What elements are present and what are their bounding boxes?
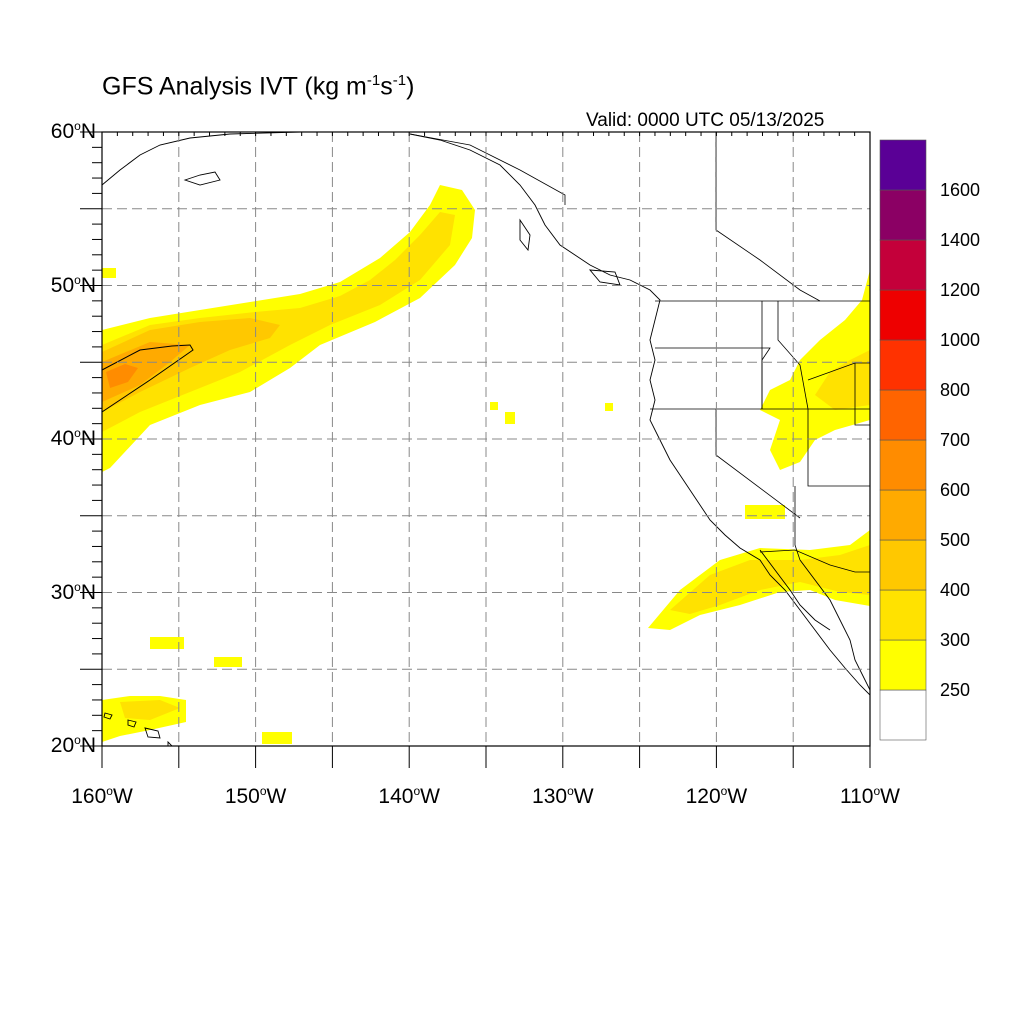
baja-coast <box>759 549 831 631</box>
colorbar-swatch <box>879 339 927 391</box>
latitude-label: 50oN <box>50 272 96 297</box>
ivt-patch <box>605 403 613 411</box>
ivt-patch <box>214 657 242 667</box>
longitude-label: 130oW <box>532 784 594 808</box>
latitude-label: 30oN <box>50 579 96 604</box>
valid-time: Valid: 0000 UTC 05/13/2025 <box>586 110 825 131</box>
ivt-interior-250 <box>760 270 870 470</box>
colorbar-swatch <box>879 439 927 491</box>
alaska-canada-border <box>409 133 566 205</box>
ivt-contour <box>102 344 194 413</box>
longitude-label: 140oW <box>378 784 440 808</box>
ivt-plume-300 <box>670 545 870 614</box>
washington-oregon-border <box>655 347 771 409</box>
longitude-label: 150oW <box>224 784 287 808</box>
latitude-label: 20oN <box>50 733 96 757</box>
ivt-patch <box>262 732 292 744</box>
colorbar-swatch <box>879 489 927 541</box>
longitude-label: 160oW <box>71 784 133 808</box>
colorbar-swatch <box>879 289 927 341</box>
colorbar-label: 300 <box>940 630 971 650</box>
colorbar-swatch <box>879 189 927 241</box>
colorbar-swatch <box>879 689 927 741</box>
ivt-interior-300 <box>815 350 870 410</box>
islands-bc <box>519 218 621 286</box>
colorbar-label: 500 <box>940 530 971 550</box>
mexico-coast <box>799 559 870 691</box>
wyoming-border <box>807 362 870 426</box>
colorbar-label: 1600 <box>940 180 981 200</box>
ivt-band-300 <box>102 212 455 432</box>
utah-border <box>807 409 870 487</box>
colorbar-label: 1200 <box>940 280 981 300</box>
colorbar-label: 700 <box>940 430 971 450</box>
ivt-band-600 <box>106 364 138 388</box>
ivt-band-500 <box>102 342 190 402</box>
colorbar <box>879 139 927 741</box>
alaska-coast-islands <box>183 171 221 186</box>
colorbar-swatch <box>879 139 927 191</box>
us-mexico-border <box>759 549 870 573</box>
colorbar-label: 250 <box>940 680 971 700</box>
idaho-border <box>761 301 809 410</box>
hawaii-islands <box>103 712 173 746</box>
ivt-patch <box>102 268 116 278</box>
alaska-coast <box>102 132 301 186</box>
colorbar-label: 800 <box>940 380 971 400</box>
ivt-patch <box>490 402 498 410</box>
colorbar-swatch <box>879 539 927 591</box>
colorbar-label: 600 <box>940 480 971 500</box>
axis-ticks <box>80 131 871 768</box>
colorbar-label: 400 <box>940 580 971 600</box>
ivt-patch <box>150 637 184 649</box>
ivt-field <box>102 185 870 744</box>
map-title: GFS Analysis IVT (kg m-1s-1) <box>102 72 415 101</box>
ivt-patch <box>505 412 515 424</box>
longitude-label: 120oW <box>685 784 748 808</box>
ivt-patch <box>745 505 785 519</box>
alaska-panhandle-coast <box>409 133 870 696</box>
colorbar-swatch <box>879 639 927 691</box>
ivt-patch-hawaii-300 <box>120 700 180 720</box>
coastlines <box>102 132 870 746</box>
colorbar-swatch <box>879 589 927 641</box>
colorbar-label: 1000 <box>940 330 981 350</box>
arizona-border <box>794 486 801 561</box>
colorbar-label: 1400 <box>940 230 981 250</box>
colorbar-swatch <box>879 389 927 441</box>
lat-lon-grid <box>102 132 870 746</box>
ivt-band-400 <box>102 318 280 412</box>
longitude-label: 110oW <box>840 784 900 808</box>
latitude-label: 40oN <box>50 426 96 450</box>
canada-nw-border <box>715 132 821 302</box>
colorbar-swatch <box>879 239 927 291</box>
latitude-label: 60oN <box>50 119 96 143</box>
